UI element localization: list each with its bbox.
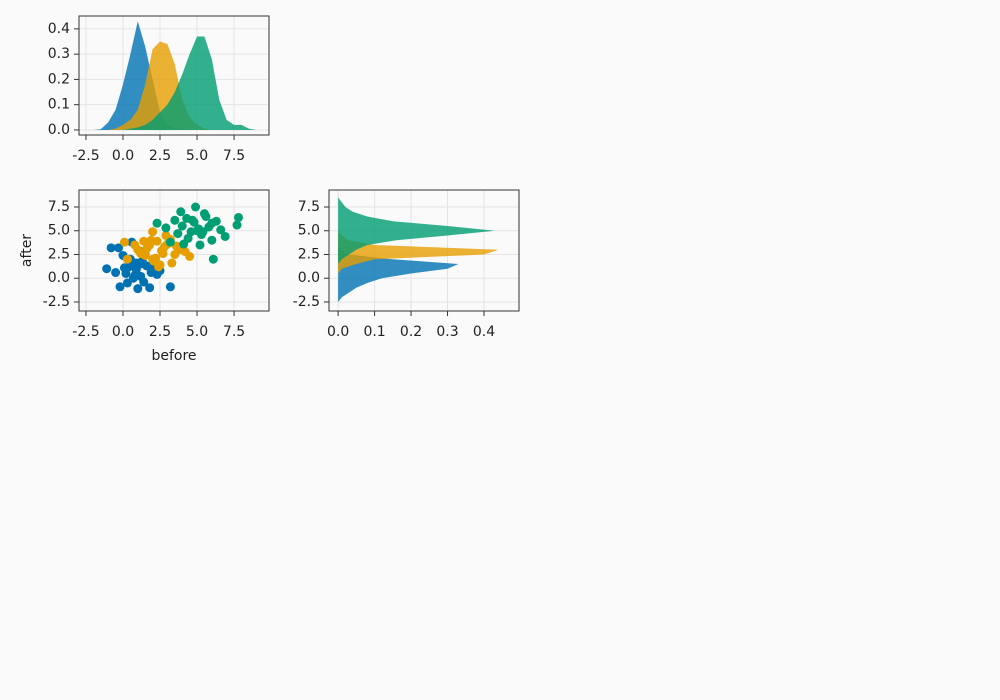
scatter-point bbox=[161, 223, 171, 233]
scatter-point bbox=[152, 236, 162, 246]
scatter-point bbox=[220, 231, 230, 241]
scatter-point bbox=[102, 264, 112, 274]
x-tick-label: 0.4 bbox=[473, 324, 495, 340]
scatter-point bbox=[111, 268, 121, 278]
scatter-point bbox=[167, 258, 177, 268]
scatter-point bbox=[133, 284, 143, 294]
y-tick-label: 0.0 bbox=[48, 122, 70, 138]
y-tick-label: 5.0 bbox=[298, 223, 320, 239]
x-tick-label: 0.0 bbox=[327, 324, 349, 340]
scatter-point bbox=[207, 235, 217, 245]
scatter-point bbox=[165, 237, 175, 247]
scatter-point bbox=[201, 211, 211, 221]
y-tick-label: 0.0 bbox=[298, 270, 320, 286]
x-tick-label: 7.5 bbox=[223, 148, 245, 164]
scatter-point bbox=[152, 218, 162, 228]
scatter-point bbox=[115, 282, 125, 292]
scatter-point bbox=[161, 230, 171, 240]
scatter-point bbox=[119, 263, 129, 273]
y-tick-label: 2.5 bbox=[298, 246, 320, 262]
y-tick-label: 2.5 bbox=[48, 246, 70, 262]
density-area bbox=[338, 197, 495, 264]
y-tick-label: 0.0 bbox=[48, 270, 70, 286]
y-tick-label: 0.2 bbox=[48, 71, 70, 87]
axes-frame bbox=[78, 15, 270, 136]
x-axis-label: before bbox=[151, 348, 196, 364]
scatter-point bbox=[188, 215, 198, 225]
y-tick-label: -2.5 bbox=[43, 294, 70, 310]
scatter-point bbox=[208, 254, 218, 264]
x-tick-label: 5.0 bbox=[186, 324, 208, 340]
density-area bbox=[108, 41, 212, 130]
density-area bbox=[338, 230, 499, 274]
scatter-point bbox=[191, 202, 201, 212]
scatter-point bbox=[131, 258, 141, 268]
density-area bbox=[122, 36, 257, 130]
scatter-point bbox=[180, 247, 190, 257]
x-tick-label: 0.0 bbox=[112, 148, 134, 164]
scatter-point bbox=[176, 207, 186, 217]
scatter-point bbox=[148, 227, 158, 237]
scatter-point bbox=[173, 229, 183, 239]
scatter-point bbox=[158, 249, 168, 259]
x-tick-label: 0.3 bbox=[436, 324, 458, 340]
scatter-point bbox=[207, 218, 217, 228]
x-tick-label: 5.0 bbox=[186, 148, 208, 164]
subplot: -2.5 0.0 2.5 5.0 7.5 -2.5 0.0 2.5 5.0 7.5 before af… bbox=[19, 189, 270, 364]
scatter-point bbox=[106, 243, 116, 253]
scatter-point bbox=[122, 278, 132, 288]
scatter-point bbox=[131, 265, 141, 275]
x-tick-label: 2.5 bbox=[149, 324, 171, 340]
subplot: -2.5 0.0 2.5 5.0 7.50.00.10.20.30.4 bbox=[48, 15, 270, 164]
axes-frame bbox=[328, 189, 520, 312]
scatter-point bbox=[145, 283, 155, 293]
scatter-point bbox=[122, 254, 132, 264]
y-tick-label: 0.3 bbox=[48, 46, 70, 62]
y-tick-label: 5.0 bbox=[48, 223, 70, 239]
y-axis-label: after bbox=[19, 234, 35, 267]
x-tick-label: -2.5 bbox=[72, 148, 99, 164]
scatter-point bbox=[216, 225, 226, 235]
scatter-point bbox=[136, 271, 146, 281]
y-tick-label: 0.1 bbox=[48, 97, 70, 113]
y-tick-label: 0.4 bbox=[48, 21, 70, 37]
x-tick-label: 0.1 bbox=[363, 324, 385, 340]
x-tick-label: 0.0 bbox=[112, 324, 134, 340]
subplot: 0.0 0.1 0.2 0.3 0.4 -2.5 0.0 2.5 5.0 7.5 bbox=[293, 189, 520, 340]
x-tick-label: 0.2 bbox=[400, 324, 422, 340]
scatter-point bbox=[233, 212, 243, 222]
scatter-point bbox=[136, 249, 146, 259]
scatter-point bbox=[165, 282, 175, 292]
scatter-point bbox=[130, 240, 140, 250]
scatter-point bbox=[177, 221, 187, 231]
scatter-point bbox=[119, 237, 129, 247]
y-tick-label: -2.5 bbox=[293, 294, 320, 310]
x-tick-label: 2.5 bbox=[149, 148, 171, 164]
x-tick-label: 7.5 bbox=[223, 324, 245, 340]
y-tick-label: 7.5 bbox=[298, 199, 320, 215]
scatter-point bbox=[198, 227, 208, 237]
scatter-point bbox=[142, 261, 152, 271]
density-area bbox=[93, 21, 183, 130]
scatter-point bbox=[183, 233, 193, 243]
scatter-point bbox=[139, 236, 149, 246]
scatter-point bbox=[232, 220, 242, 230]
x-tick-label: -2.5 bbox=[72, 324, 99, 340]
scatter-point bbox=[114, 243, 124, 253]
axes-frame bbox=[78, 189, 270, 312]
y-tick-label: 7.5 bbox=[48, 199, 70, 215]
scatter-point bbox=[148, 254, 158, 264]
scatter-point bbox=[155, 260, 165, 270]
scatter-point bbox=[195, 240, 205, 250]
scatter-point bbox=[170, 215, 180, 225]
scatter-point bbox=[146, 268, 156, 278]
